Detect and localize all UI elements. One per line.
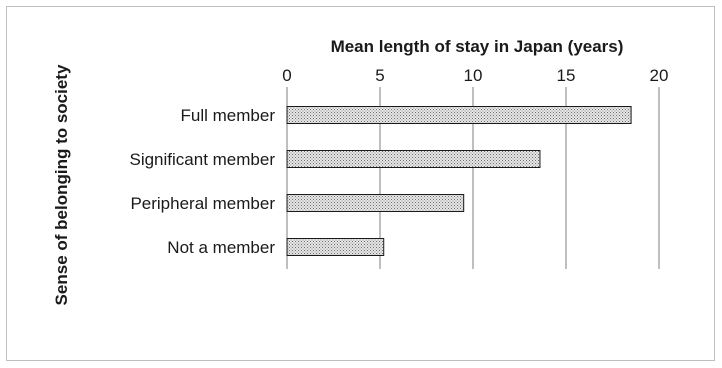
- bar: [286, 150, 541, 168]
- bars: [286, 106, 632, 256]
- category-label: Not a member: [167, 238, 275, 257]
- x-tick-label: 5: [375, 66, 384, 85]
- y-axis-label: Sense of belonging to society: [52, 64, 71, 305]
- category-label: Peripheral member: [130, 194, 275, 213]
- bar-chart: Mean length of stay in Japan (years) Sen…: [52, 37, 668, 305]
- category-label: Significant member: [129, 150, 275, 169]
- x-tick-label: 0: [282, 66, 291, 85]
- category-label: Full member: [181, 106, 276, 125]
- bar: [286, 106, 632, 124]
- x-tick-label: 10: [464, 66, 483, 85]
- x-tick-labels: 0 5 10 15 20: [282, 66, 668, 85]
- bar: [286, 238, 385, 256]
- bar: [286, 194, 465, 212]
- category-labels: Full member Significant member Peripheral …: [129, 106, 275, 257]
- x-tick-label: 20: [650, 66, 669, 85]
- chart-title: Mean length of stay in Japan (years): [331, 37, 624, 56]
- chart-frame: Mean length of stay in Japan (years) Sen…: [6, 6, 715, 361]
- x-tick-label: 15: [557, 66, 576, 85]
